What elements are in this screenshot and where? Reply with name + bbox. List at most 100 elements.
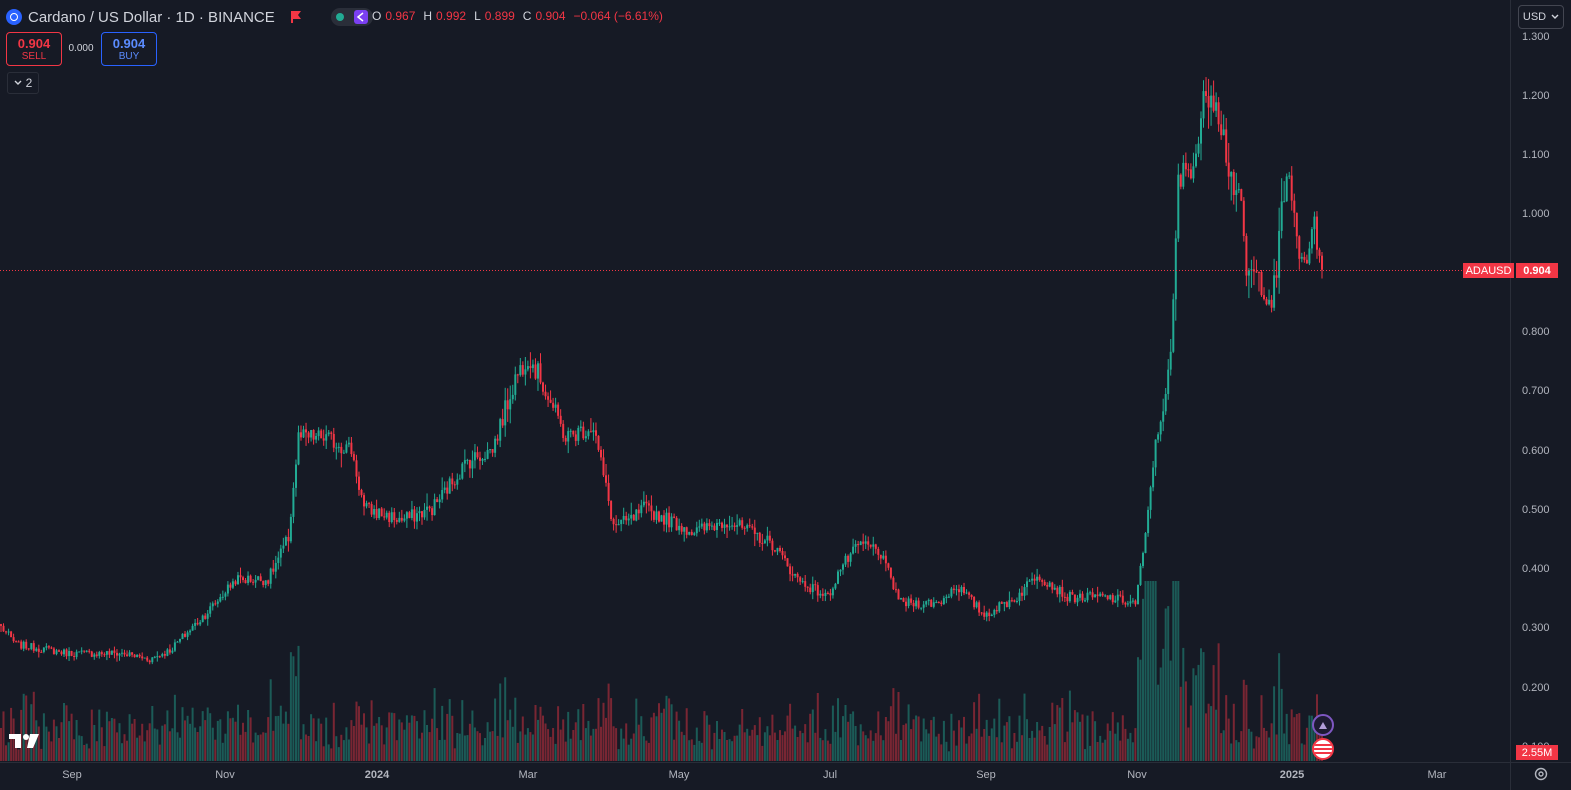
volume-bar [398, 719, 401, 761]
volume-bar [1051, 702, 1054, 761]
volume-bar [539, 706, 542, 761]
visibility-dot-icon[interactable] [335, 13, 344, 21]
buy-label: BUY [118, 51, 140, 62]
candle-body [453, 484, 456, 486]
volume-bar [436, 728, 439, 761]
candle-body [1005, 602, 1008, 607]
volume-bar [852, 711, 855, 761]
candle-body [761, 542, 764, 544]
volume-bar [1126, 738, 1129, 761]
candle-body [1192, 166, 1195, 179]
volume-bar [862, 731, 865, 761]
ideas-event-icon[interactable] [1312, 714, 1334, 736]
volume-bar [564, 741, 567, 761]
volume-bar [249, 717, 252, 761]
volume-bar [1273, 686, 1276, 761]
candle-body [350, 442, 353, 455]
candle-body [446, 487, 449, 494]
volume-bar [229, 718, 232, 761]
volume-bar [131, 723, 134, 761]
volume-bar [380, 725, 383, 761]
flag-icon[interactable] [289, 10, 303, 24]
volume-bar [199, 726, 202, 761]
volume-bar [312, 718, 315, 761]
candle-body [171, 650, 174, 653]
candle-body [337, 446, 340, 448]
time-axis[interactable]: Sep Nov 2024 Mar May Jul Sep Nov 2025 Mar [62, 769, 1447, 781]
candle-body [753, 527, 756, 534]
volume-bar [219, 719, 222, 761]
volume-bar [670, 704, 673, 761]
candle-body [70, 651, 73, 656]
candle-body [1063, 596, 1066, 598]
volume-bar [368, 743, 371, 761]
candle-body [1018, 592, 1021, 601]
candle-body [340, 446, 343, 454]
symbol-header[interactable]: Cardano / US Dollar · 1D · BINANCE [6, 6, 373, 28]
volume-bar [1258, 737, 1260, 761]
volume-bar [1068, 690, 1071, 761]
volume-bar [804, 724, 807, 761]
settings-icon[interactable] [1533, 766, 1549, 782]
volume-bar [305, 734, 307, 761]
volume-bar [100, 727, 103, 761]
volume-bar [330, 748, 333, 761]
candle-body [373, 509, 376, 515]
symbol-icon [6, 9, 22, 25]
candle-body [839, 569, 842, 572]
volume-bar [1245, 684, 1248, 761]
candle-body [617, 524, 620, 526]
candle-body [118, 653, 121, 656]
price-tick-label: 1.100 [1522, 149, 1550, 161]
candle-body [1263, 295, 1265, 300]
currency-selector[interactable]: USD [1518, 5, 1564, 29]
volume-bar [297, 645, 300, 761]
candle-body [166, 649, 169, 656]
indicators-collapse-button[interactable]: 2 [7, 72, 39, 94]
volume-bar [1237, 742, 1240, 761]
candle-body [50, 647, 53, 649]
candle-body [607, 482, 610, 501]
script-icon[interactable] [353, 10, 368, 24]
candle-body [466, 459, 469, 461]
candle-body [1116, 594, 1119, 601]
volume-bar [335, 736, 338, 761]
volume-bar [544, 723, 547, 761]
candle-body [277, 557, 280, 563]
volume-bar [496, 735, 499, 761]
indicator-toggle-pill[interactable] [330, 8, 373, 26]
candle-body [1139, 565, 1142, 585]
volume-bar [95, 741, 98, 761]
candle-body [849, 553, 852, 562]
sell-button[interactable]: 0.904 SELL [6, 32, 62, 66]
price-axis[interactable]: 1.300 1.200 1.100 1.000 0.800 0.700 0.600 0.500… [1522, 31, 1550, 753]
volume-bar [7, 742, 10, 761]
volume-bar [25, 695, 28, 761]
volume-bar [1230, 743, 1233, 761]
tradingview-logo-icon[interactable] [9, 732, 43, 750]
candle-body [244, 580, 247, 584]
volume-bar [973, 702, 976, 761]
volume-bar [395, 740, 398, 761]
volume-bar [325, 717, 328, 761]
volume-bar [468, 723, 471, 761]
candle-body [1111, 595, 1114, 603]
volume-bar [990, 728, 993, 761]
symbol-title[interactable]: Cardano / US Dollar · 1D · BINANCE [28, 8, 275, 26]
volume-bar [685, 708, 688, 761]
us-flag-event-icon[interactable] [1312, 738, 1334, 760]
candle-body [27, 648, 30, 650]
volume-bar [1235, 740, 1238, 761]
candle-body [645, 501, 648, 504]
buy-button[interactable]: 0.904 BUY [101, 32, 157, 66]
volume-bar [796, 737, 799, 761]
candle-body [1114, 600, 1117, 603]
high-key: H [423, 9, 433, 23]
currency-label: USD [1522, 11, 1547, 23]
candle-body [597, 435, 600, 450]
sell-price: 0.904 [17, 36, 51, 51]
volume-bar [146, 730, 149, 761]
volume-bar [935, 736, 938, 761]
